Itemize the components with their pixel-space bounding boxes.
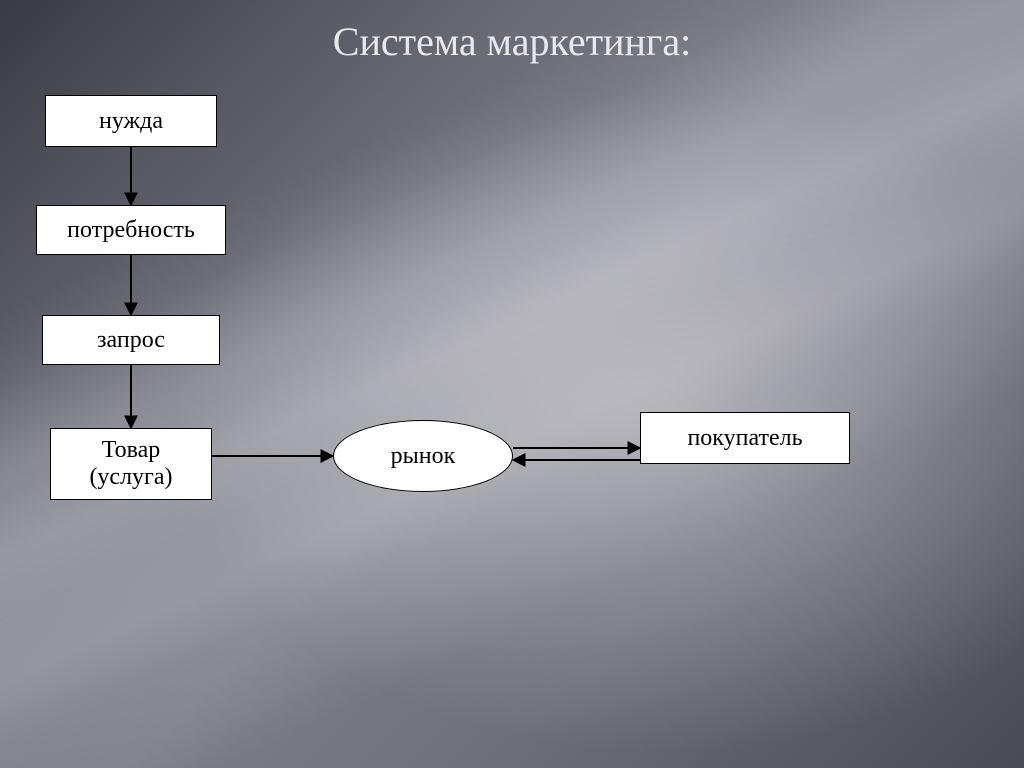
edges-layer [0, 0, 1024, 768]
diagram-stage: Система маркетинга: нужда потребность за… [0, 0, 1024, 768]
